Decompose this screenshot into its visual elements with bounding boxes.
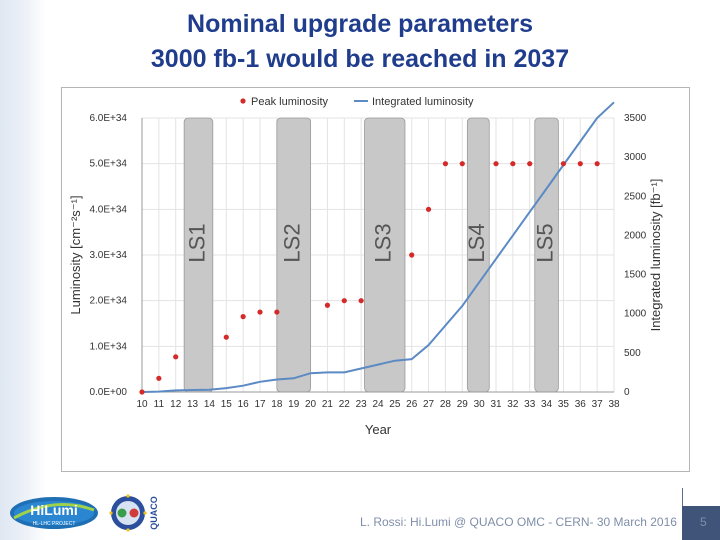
y-axis-title: Luminosity [cm⁻²s⁻¹]: [68, 195, 83, 314]
legend-integrated-label: Integrated luminosity: [372, 96, 474, 108]
peak-luminosity-point: [156, 375, 162, 381]
peak-luminosity-point: [577, 161, 583, 167]
footer-bar: [682, 506, 720, 540]
peak-luminosity-point: [358, 298, 364, 304]
shutdown-label: LS2: [280, 223, 305, 262]
shutdown-label: LS1: [184, 223, 209, 262]
quaco-logo: QUACO: [109, 494, 159, 532]
y-tick-label: 0.0E+00: [89, 387, 127, 398]
sidebar-band: [0, 0, 46, 540]
y2-tick-label: 1000: [624, 309, 647, 320]
legend-peak-marker: [240, 98, 246, 104]
x-tick-label: 12: [170, 399, 182, 410]
peak-luminosity-point: [459, 161, 465, 167]
legend-peak-label: Peak luminosity: [251, 96, 329, 108]
y-tick-label: 3.0E+34: [89, 250, 127, 261]
x-tick-label: 29: [457, 399, 469, 410]
x-tick-label: 35: [558, 399, 570, 410]
x-tick-label: 16: [238, 399, 250, 410]
hilumi-logo: HiLumi HL-LHC PROJECT: [10, 497, 98, 529]
y2-tick-label: 500: [624, 348, 641, 359]
x-tick-label: 19: [288, 399, 300, 410]
x-tick-label: 27: [423, 399, 435, 410]
peak-luminosity-point: [240, 314, 246, 320]
x-tick-label: 23: [356, 399, 368, 410]
y2-axis-title: Integrated luminosity [fb⁻¹]: [648, 179, 663, 332]
x-tick-label: 30: [474, 399, 486, 410]
peak-luminosity-point: [274, 309, 280, 315]
shutdown-label: LS4: [464, 223, 489, 262]
slide-title-line1: Nominal upgrade parameters: [187, 10, 533, 38]
y2-tick-label: 3500: [624, 113, 647, 124]
x-tick-label: 14: [204, 399, 216, 410]
shutdown-label: LS3: [371, 223, 396, 262]
x-tick-label: 24: [372, 399, 384, 410]
y2-tick-label: 2500: [624, 191, 647, 202]
y2-tick-label: 2000: [624, 230, 647, 241]
x-tick-label: 25: [389, 399, 401, 410]
x-tick-label: 28: [440, 399, 452, 410]
footer-text: L. Rossi: Hi.Lumi @ QUACO OMC - CERN- 30…: [360, 515, 677, 529]
y2-tick-label: 0: [624, 387, 630, 398]
y-tick-label: 4.0E+34: [89, 204, 127, 215]
shutdown-label: LS5: [532, 223, 557, 262]
hilumi-logo-text: HiLumi: [30, 502, 77, 518]
y-tick-label: 1.0E+34: [89, 341, 127, 352]
x-tick-label: 13: [187, 399, 199, 410]
y2-tick-label: 3000: [624, 152, 647, 163]
x-tick-label: 18: [271, 399, 283, 410]
peak-luminosity-point: [493, 161, 499, 167]
x-tick-label: 15: [221, 399, 233, 410]
peak-luminosity-point: [560, 161, 567, 167]
x-tick-label: 34: [541, 399, 553, 410]
x-tick-label: 21: [322, 399, 334, 410]
x-tick-label: 11: [154, 399, 165, 410]
x-tick-label: 33: [524, 399, 536, 410]
peak-luminosity-point: [442, 161, 449, 167]
slide-title-line2: 3000 fb-1 would be reached in 2037: [150, 45, 570, 73]
x-tick-label: 32: [507, 399, 519, 410]
peak-luminosity-point: [510, 161, 516, 167]
peak-luminosity-point: [139, 389, 145, 395]
x-tick-label: 20: [305, 399, 317, 410]
peak-luminosity-point: [594, 161, 600, 167]
x-tick-label: 26: [406, 399, 418, 410]
peak-luminosity-point: [341, 298, 347, 304]
slide-number: 5: [700, 515, 707, 529]
x-tick-label: 37: [592, 399, 604, 410]
x-tick-label: 36: [575, 399, 587, 410]
x-tick-label: 38: [608, 399, 620, 410]
peak-luminosity-point: [257, 309, 263, 315]
x-tick-label: 17: [254, 399, 266, 410]
x-axis-title: Year: [365, 422, 392, 437]
y-tick-label: 5.0E+34: [89, 159, 127, 170]
peak-luminosity-point: [324, 302, 331, 308]
x-tick-label: 10: [136, 399, 148, 410]
peak-luminosity-point: [223, 334, 229, 340]
hilumi-logo-subtext: HL-LHC PROJECT: [33, 521, 76, 527]
x-tick-label: 22: [339, 399, 351, 410]
integrated-luminosity-line: [141, 101, 615, 393]
chart-frame: LS1 LS2 LS3 LS4 LS5 10 11 12 13 14 15 16 17 18 19 20 21 2…: [61, 87, 690, 472]
y2-tick-label: 1500: [624, 270, 647, 281]
quaco-logo-text: QUACO: [149, 496, 159, 530]
luminosity-chart: LS1 LS2 LS3 LS4 LS5 10 11 12 13 14 15 16 17 18 19 20 21 2…: [68, 96, 663, 437]
peak-luminosity-point: [425, 206, 432, 212]
y-tick-label: 2.0E+34: [89, 296, 127, 307]
peak-luminosity-point: [409, 252, 415, 258]
peak-luminosity-point: [173, 354, 179, 360]
x-tick-label: 31: [490, 399, 502, 410]
y-tick-label: 6.0E+34: [89, 113, 127, 124]
peak-luminosity-point: [527, 161, 533, 167]
